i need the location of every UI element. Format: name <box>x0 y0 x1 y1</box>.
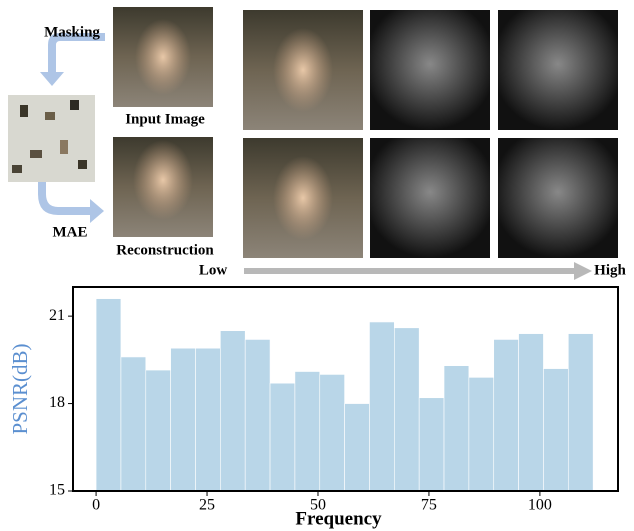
y-tick-label: 21 <box>49 307 65 324</box>
y-tick-label: 15 <box>49 482 65 499</box>
low-label: Low <box>199 262 228 278</box>
bar <box>394 327 420 492</box>
y-axis-label: PSNR(dB) <box>8 343 32 434</box>
bar <box>220 330 246 492</box>
bar <box>369 321 395 492</box>
plot-frame <box>72 286 619 492</box>
bar <box>493 339 519 492</box>
chart: 15 18 21 0 25 50 75 100 Frequency PSNR(dB) <box>8 286 619 529</box>
bar <box>344 403 370 492</box>
bar <box>170 347 196 492</box>
bar <box>518 333 544 492</box>
x-axis-label: Frequency <box>295 508 382 529</box>
bar <box>567 333 594 492</box>
bar <box>120 356 147 492</box>
x-tick-label: 0 <box>92 497 100 514</box>
high-label: High <box>594 262 626 278</box>
photos <box>8 7 618 258</box>
bar <box>418 397 445 492</box>
x-tick-label: 100 <box>528 497 552 514</box>
bar <box>543 368 569 492</box>
reconstruction-label: Reconstruction <box>116 242 214 258</box>
y-tick-label: 18 <box>49 394 65 411</box>
mae-label: MAE <box>53 224 88 240</box>
masking-label: Masking <box>44 24 100 40</box>
bar <box>319 374 345 492</box>
bar <box>95 298 122 492</box>
bar <box>468 377 495 492</box>
bar <box>269 382 296 492</box>
arrows <box>38 33 592 280</box>
x-tick-label: 25 <box>199 497 215 514</box>
input-label: Input Image <box>125 111 205 127</box>
bar <box>244 339 271 492</box>
bar <box>294 371 321 492</box>
bar <box>145 369 171 492</box>
bar <box>443 365 470 492</box>
bar <box>195 347 221 492</box>
x-tick-label: 75 <box>421 497 437 514</box>
x-tick-label: 50 <box>310 497 326 514</box>
